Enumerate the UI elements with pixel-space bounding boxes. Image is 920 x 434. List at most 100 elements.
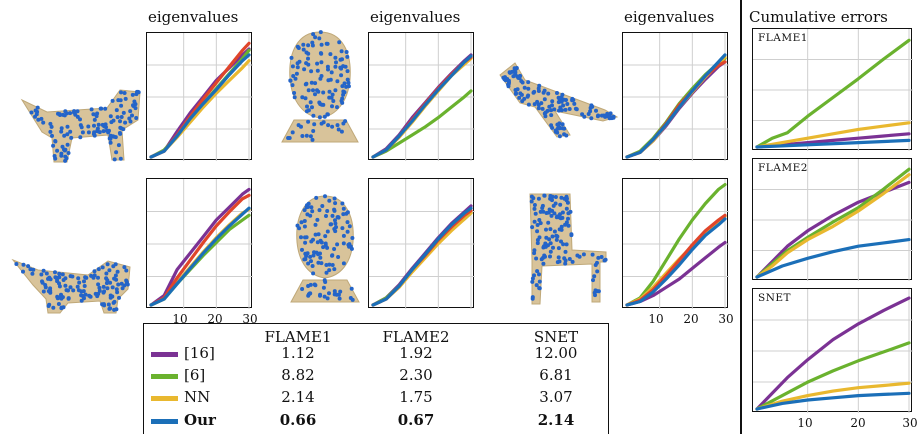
point-marker [111, 118, 116, 123]
point-marker [538, 221, 543, 226]
point-marker [564, 133, 569, 138]
point-marker [104, 276, 109, 281]
point-marker [325, 64, 330, 69]
point-marker [110, 285, 115, 290]
point-marker [332, 289, 337, 294]
eigenvalues-label-1: eigenvalues [148, 8, 239, 26]
point-marker [322, 294, 327, 299]
point-marker [333, 88, 338, 93]
point-marker [121, 110, 126, 115]
point-marker [589, 103, 594, 108]
point-marker [564, 242, 569, 247]
series-line-4 [371, 206, 473, 307]
point-marker [347, 224, 352, 229]
series-line-1 [625, 182, 727, 307]
point-marker [341, 206, 346, 211]
point-marker [306, 119, 311, 124]
point-marker [310, 137, 315, 142]
point-marker [559, 239, 563, 244]
point-marker [115, 290, 120, 295]
point-marker [608, 111, 613, 116]
point-marker [304, 61, 309, 66]
point-marker [582, 114, 587, 119]
point-marker [122, 265, 127, 270]
point-marker [315, 68, 320, 73]
point-marker [569, 232, 574, 237]
point-marker [546, 91, 551, 96]
point-marker [323, 194, 327, 199]
point-marker [337, 296, 342, 301]
point-marker [26, 264, 31, 269]
point-marker [51, 305, 56, 310]
point-marker [64, 288, 69, 293]
point-marker [575, 253, 580, 258]
point-marker [77, 280, 82, 285]
point-marker [306, 284, 311, 288]
point-marker [50, 133, 54, 138]
point-marker [100, 265, 105, 270]
point-marker [63, 283, 68, 288]
point-marker [292, 91, 297, 95]
eig-plot-head-2 [368, 178, 475, 309]
point-marker [536, 89, 541, 93]
point-marker [338, 65, 343, 70]
point-marker [86, 124, 91, 129]
point-marker [540, 203, 545, 208]
point-marker [603, 257, 608, 262]
point-marker [288, 78, 293, 83]
point-marker [53, 139, 58, 143]
point-marker [311, 253, 316, 258]
point-marker [532, 219, 537, 224]
point-marker [519, 92, 524, 97]
results-table: FLAME1 FLAME2 SNET [16] 1.12 1.92 12.00 … [143, 323, 609, 434]
point-marker [345, 77, 350, 82]
point-marker [562, 256, 567, 261]
point-marker [321, 285, 326, 290]
tick-label: 30 [242, 312, 258, 326]
point-marker [313, 35, 318, 40]
point-marker [550, 99, 555, 104]
point-marker [547, 104, 552, 109]
point-marker [542, 97, 547, 102]
point-marker [559, 227, 564, 232]
point-marker [102, 303, 107, 308]
point-marker [313, 92, 317, 97]
point-marker [316, 232, 321, 237]
point-marker [526, 80, 531, 85]
point-marker [594, 108, 598, 113]
point-marker [68, 285, 73, 290]
point-marker [75, 284, 80, 289]
point-marker [295, 61, 300, 66]
point-marker [87, 293, 92, 298]
point-marker [107, 268, 112, 273]
point-marker [558, 202, 563, 207]
point-marker [59, 126, 64, 131]
point-marker [332, 267, 337, 272]
point-marker [300, 95, 305, 100]
point-marker [513, 91, 518, 96]
point-marker [302, 208, 307, 213]
point-marker [318, 102, 323, 106]
point-marker [119, 103, 124, 108]
series-line-3 [755, 237, 911, 279]
plane-shape-1 [499, 62, 619, 139]
point-marker [519, 79, 524, 84]
series-line-3 [755, 391, 911, 411]
point-marker [48, 129, 53, 134]
point-marker [562, 196, 567, 201]
point-marker [536, 106, 541, 111]
point-marker [591, 278, 595, 283]
plot-title-flame2: FLAME2 [758, 162, 808, 174]
point-marker [328, 222, 333, 227]
value-flame1: 1.12 [281, 344, 315, 362]
point-marker [319, 60, 324, 65]
point-marker [29, 110, 34, 115]
value-flame2: 0.67 [397, 411, 435, 429]
point-marker [56, 111, 60, 116]
point-marker [122, 91, 127, 95]
point-marker [325, 112, 330, 117]
point-marker [532, 273, 536, 278]
point-marker [317, 208, 322, 213]
point-marker [41, 268, 46, 273]
point-marker [529, 199, 534, 204]
